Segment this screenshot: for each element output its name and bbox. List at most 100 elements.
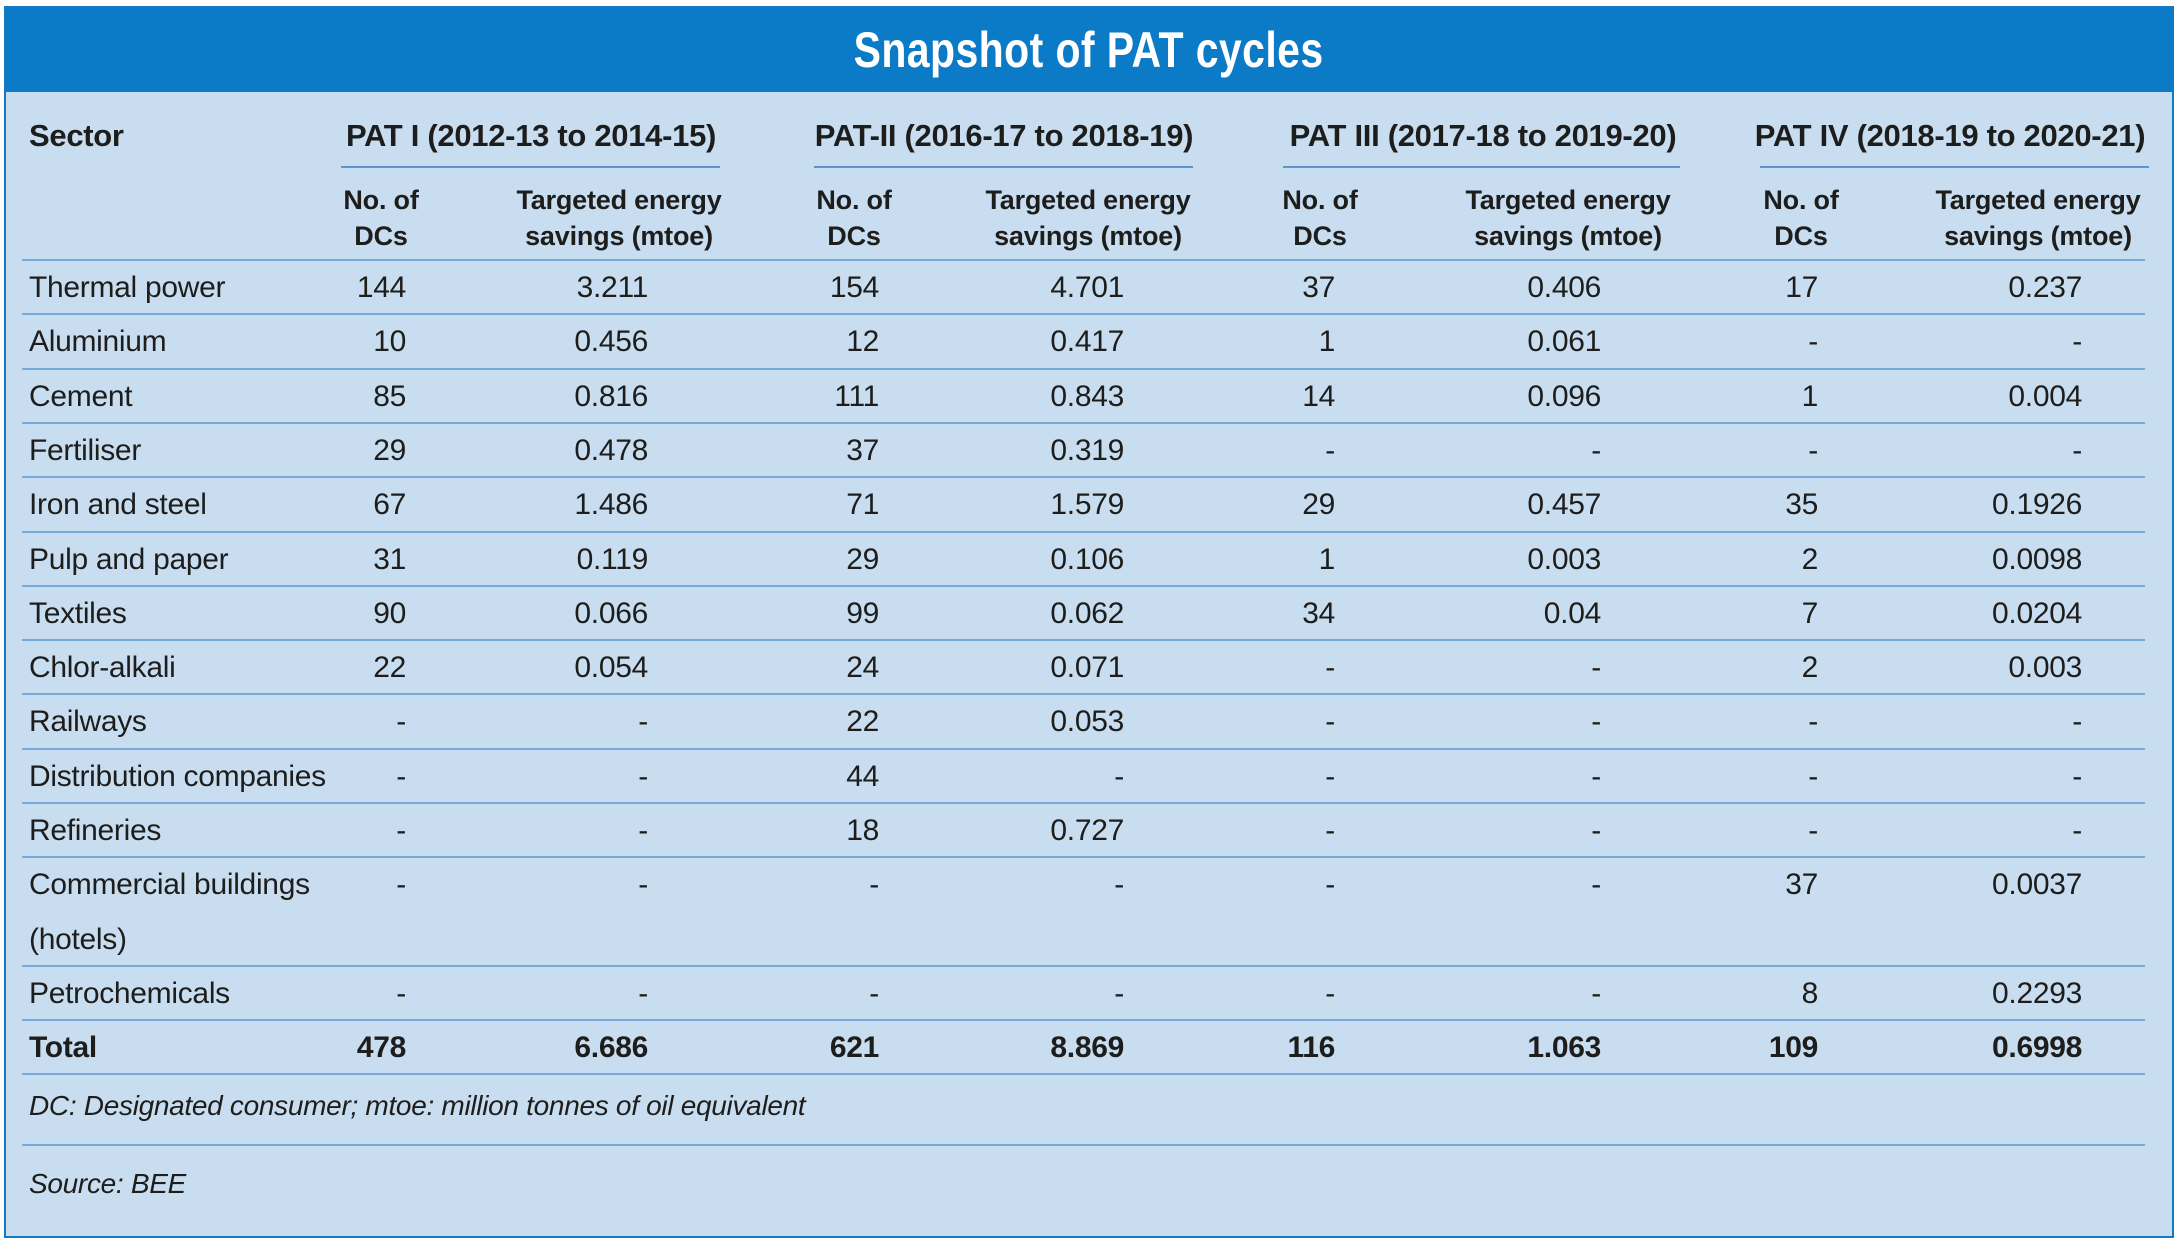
dcs-cell: 22	[373, 651, 406, 685]
dcs-cell: -	[396, 705, 406, 739]
savings-cell: 0.457	[1527, 488, 1601, 522]
savings-cell: -	[1591, 759, 1601, 793]
dcs-cell: 34	[1302, 596, 1335, 630]
header-targeted-savings: Targeted energy savings (mtoe)	[985, 182, 1190, 254]
savings-cell: 6.686	[574, 1031, 648, 1065]
dcs-cell: 116	[1287, 1031, 1336, 1065]
dcs-cell: -	[869, 868, 879, 902]
dcs-cell: 12	[846, 325, 879, 359]
header-group-3: PAT III (2017-18 to 2019-20)	[1289, 118, 1677, 153]
sector-name: Pulp and paper	[29, 542, 229, 576]
savings-cell: 0.0098	[1992, 542, 2082, 576]
dcs-cell: 99	[846, 596, 879, 630]
savings-cell: 0.054	[574, 651, 648, 685]
footnote-rule	[22, 1144, 2145, 1146]
dcs-cell: 37	[1302, 271, 1335, 304]
savings-cell: 0.2293	[1992, 976, 2082, 1010]
header-line: savings (mtoe)	[1474, 221, 1662, 251]
dcs-cell: 10	[373, 325, 406, 359]
group-underline	[341, 166, 720, 168]
dcs-cell: -	[396, 976, 406, 1010]
footnote: DC: Designated consumer; mtoe: million t…	[29, 1089, 806, 1121]
savings-cell: -	[638, 868, 648, 902]
dcs-cell: -	[396, 759, 406, 793]
savings-cell: -	[638, 759, 648, 793]
dcs-cell: 621	[829, 1031, 879, 1065]
dcs-cell: 14	[1302, 379, 1335, 413]
header-group-1: PAT I (2012-13 to 2014-15)	[345, 118, 717, 153]
row-rule	[22, 368, 2145, 370]
dcs-cell: 35	[1785, 488, 1818, 522]
savings-cell: -	[2072, 325, 2082, 359]
savings-cell: 0.071	[1050, 651, 1124, 685]
savings-cell: 0.456	[574, 325, 648, 359]
dcs-cell: -	[1808, 814, 1818, 847]
dcs-cell: -	[1325, 651, 1335, 685]
dcs-cell: 109	[1768, 1031, 1818, 1065]
row-rule	[22, 476, 2145, 478]
row-rule	[22, 965, 2145, 967]
row-rule	[22, 531, 2145, 533]
dcs-cell: 71	[846, 488, 879, 522]
savings-cell: 0.004	[2008, 379, 2082, 413]
dcs-cell: 2	[1801, 542, 1819, 576]
savings-cell: -	[1591, 705, 1601, 739]
dcs-cell: 7	[1801, 596, 1819, 630]
sector-name: Commercial buildings	[29, 868, 310, 902]
header-line: DCs	[1293, 221, 1347, 251]
row-rule	[22, 422, 2145, 424]
group-underline	[1760, 166, 2149, 168]
sector-name: Railways	[29, 705, 147, 739]
savings-cell: -	[1591, 868, 1601, 902]
header-line: No. of	[816, 185, 892, 215]
dcs-cell: 111	[834, 379, 879, 413]
sector-name: Refineries	[29, 814, 162, 847]
sector-name-line2: (hotels)	[29, 922, 127, 956]
header-line: Targeted energy	[1935, 185, 2141, 215]
group-underline	[1283, 166, 1680, 168]
dcs-cell: -	[1808, 705, 1818, 739]
dcs-cell: -	[1808, 759, 1818, 793]
dcs-cell: 1	[1318, 542, 1336, 576]
savings-cell: 0.04	[1543, 596, 1602, 630]
header-targeted-savings: Targeted energy savings (mtoe)	[516, 182, 721, 254]
header-group-4: PAT IV (2018-19 to 2020-21)	[1754, 118, 2146, 153]
savings-cell: 0.727	[1050, 814, 1124, 847]
savings-cell: -	[2072, 814, 2082, 847]
header-line: DCs	[354, 221, 408, 251]
savings-cell: 0.319	[1050, 433, 1124, 467]
header-line: DCs	[1774, 221, 1828, 251]
header-targeted-savings: Targeted energy savings (mtoe)	[1935, 182, 2140, 254]
savings-cell: -	[638, 705, 648, 739]
header-line: No. of	[1763, 185, 1839, 215]
dcs-cell: 154	[829, 271, 879, 304]
dcs-cell: 44	[846, 759, 879, 793]
row-rule	[22, 1019, 2145, 1021]
row-rule	[22, 639, 2145, 641]
dcs-cell: 37	[846, 433, 879, 467]
dcs-cell: -	[396, 868, 406, 902]
sector-name: Thermal power	[29, 271, 226, 304]
savings-cell: -	[638, 976, 648, 1010]
savings-cell: 3.211	[576, 271, 649, 304]
dcs-cell: -	[1325, 705, 1335, 739]
sector-name: Distribution companies	[29, 759, 326, 793]
savings-cell: 0.096	[1527, 379, 1601, 413]
savings-cell: -	[1591, 976, 1601, 1010]
savings-cell: 4.701	[1050, 271, 1124, 304]
dcs-cell: -	[1808, 433, 1818, 467]
savings-cell: 1.579	[1050, 488, 1124, 522]
total-label: Total	[29, 1031, 97, 1065]
dcs-cell: -	[1325, 759, 1335, 793]
savings-cell: -	[1591, 814, 1601, 847]
dcs-cell: 22	[846, 705, 879, 739]
savings-cell: 0.478	[574, 433, 648, 467]
dcs-cell: 17	[1785, 271, 1818, 304]
dcs-cell: 1	[1801, 379, 1819, 413]
header-no-of-dcs: No. of DCs	[816, 182, 891, 254]
savings-cell: -	[1591, 433, 1601, 467]
header-line: Targeted energy	[985, 185, 1191, 215]
savings-cell: 0.066	[574, 596, 648, 630]
sector-name: Textiles	[29, 596, 127, 630]
header-line: No. of	[343, 185, 419, 215]
